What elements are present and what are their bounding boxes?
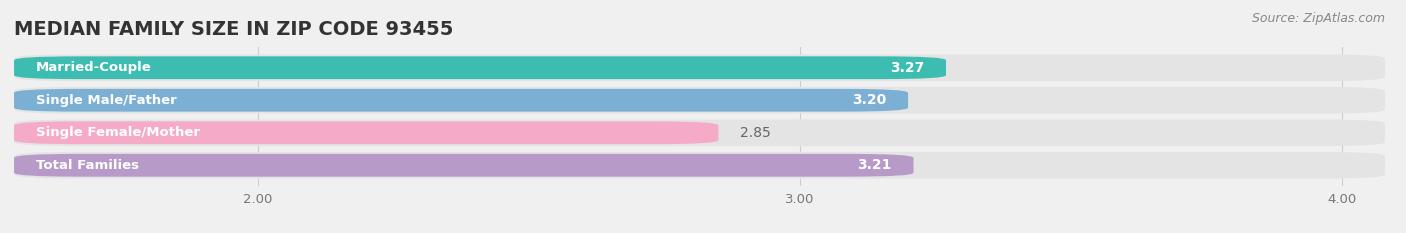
FancyBboxPatch shape <box>14 54 1385 81</box>
Text: 3.27: 3.27 <box>890 61 924 75</box>
FancyBboxPatch shape <box>14 154 914 177</box>
FancyBboxPatch shape <box>14 121 718 144</box>
Text: Single Female/Mother: Single Female/Mother <box>35 126 200 139</box>
FancyBboxPatch shape <box>14 56 946 79</box>
Text: MEDIAN FAMILY SIZE IN ZIP CODE 93455: MEDIAN FAMILY SIZE IN ZIP CODE 93455 <box>14 21 453 39</box>
Text: Total Families: Total Families <box>35 159 139 172</box>
FancyBboxPatch shape <box>14 120 1385 146</box>
FancyBboxPatch shape <box>14 152 1385 179</box>
Text: 3.20: 3.20 <box>852 93 886 107</box>
FancyBboxPatch shape <box>14 87 1385 113</box>
Text: Married-Couple: Married-Couple <box>35 61 152 74</box>
Text: Single Male/Father: Single Male/Father <box>35 94 177 107</box>
Text: 2.85: 2.85 <box>740 126 770 140</box>
FancyBboxPatch shape <box>14 89 908 112</box>
Text: 3.21: 3.21 <box>858 158 891 172</box>
Text: Source: ZipAtlas.com: Source: ZipAtlas.com <box>1251 12 1385 25</box>
